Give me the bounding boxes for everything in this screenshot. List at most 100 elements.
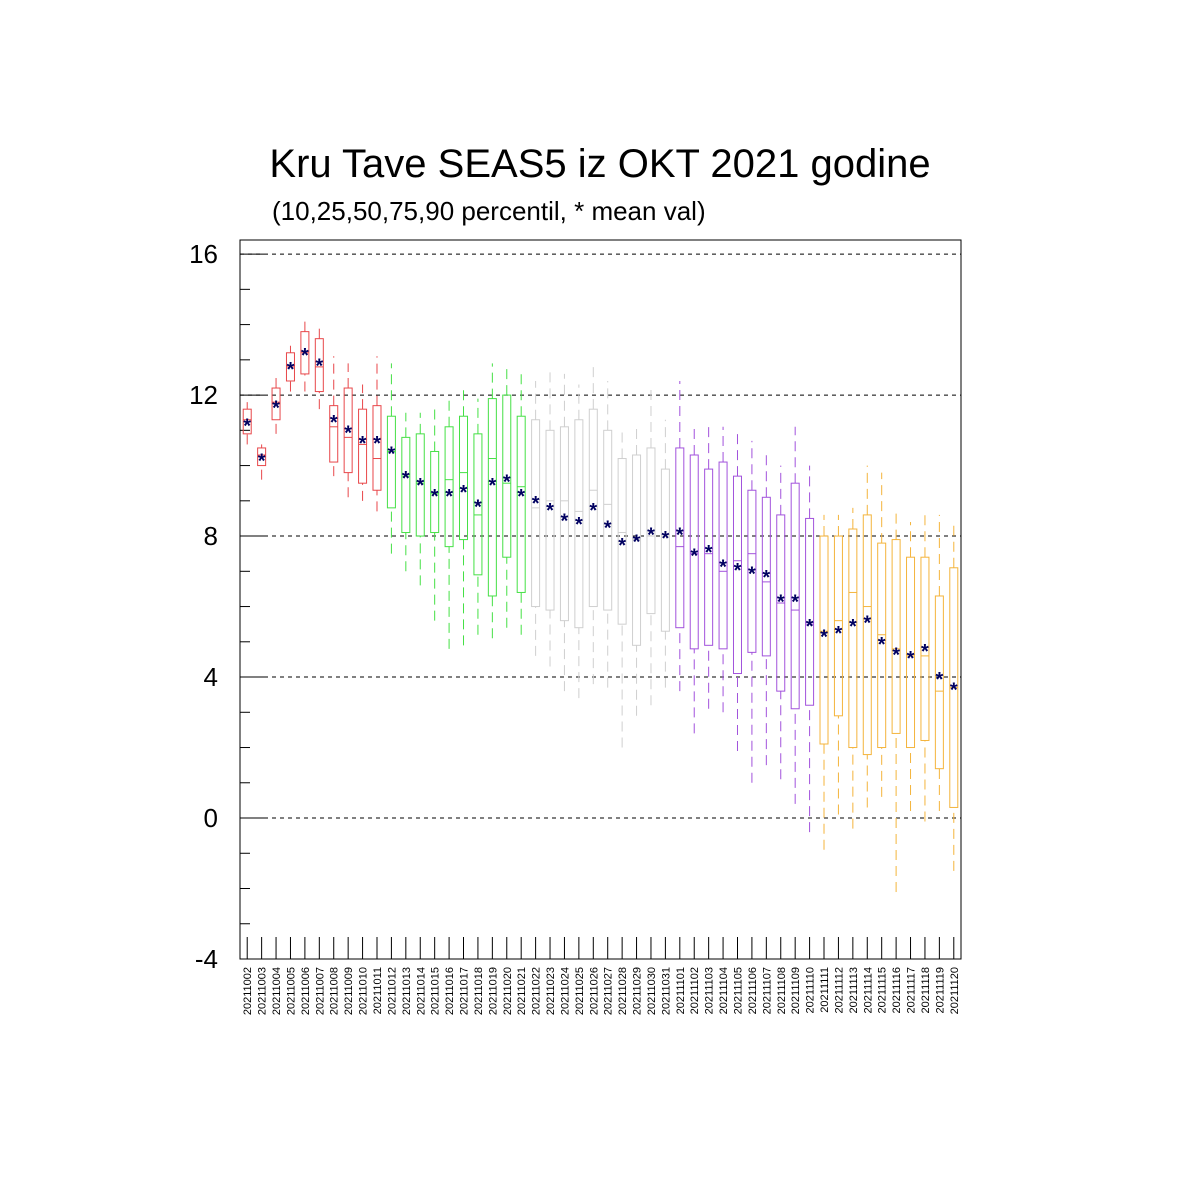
mean-marker: * [806, 616, 814, 638]
mean-marker: * [517, 486, 525, 508]
x-tick-label: 20211022 [531, 967, 543, 1015]
mean-marker: * [777, 592, 785, 614]
mean-marker: * [243, 415, 251, 437]
box [632, 454, 642, 646]
x-tick-label: 20211003 [257, 967, 269, 1015]
x-tick-label: 20211010 [358, 967, 370, 1015]
mean-marker: * [258, 451, 266, 473]
x-tick-label: 20211108 [776, 967, 788, 1014]
mean-marker: * [849, 616, 857, 638]
box [473, 433, 483, 576]
mean-marker: * [647, 525, 655, 547]
box [819, 535, 829, 745]
box [790, 482, 800, 710]
y-tick-label: -4 [195, 944, 218, 974]
x-tick-label: 20211030 [646, 967, 658, 1015]
mean-marker: * [445, 486, 453, 508]
box [689, 454, 699, 650]
box [386, 415, 396, 509]
x-tick-label: 20211015 [430, 967, 442, 1015]
mean-marker: * [719, 556, 727, 578]
mean-marker: * [907, 648, 915, 670]
box [920, 556, 930, 741]
x-tick-label: 20211118 [920, 967, 932, 1014]
x-tick-label: 20211106 [747, 967, 759, 1014]
x-tick-label: 20211101 [675, 967, 687, 1014]
mean-marker: * [863, 613, 871, 635]
mean-marker: * [315, 355, 323, 377]
mean-marker: * [676, 525, 684, 547]
x-tick-label: 20211117 [906, 967, 918, 1014]
x-tick-label: 20211103 [704, 967, 716, 1014]
mean-marker: * [734, 560, 742, 582]
x-tick-label: 20211023 [545, 967, 557, 1015]
mean-marker: * [460, 482, 468, 504]
box [675, 447, 685, 629]
mean-marker: * [935, 669, 943, 691]
x-tick-label: 20211024 [559, 967, 571, 1015]
mean-marker: * [921, 641, 929, 663]
mean-marker: * [820, 627, 828, 649]
x-tick-label: 20211019 [487, 967, 499, 1015]
mean-marker: * [272, 398, 280, 420]
box [242, 408, 252, 435]
box [848, 528, 858, 749]
mean-marker: * [488, 475, 496, 497]
mean-marker: * [330, 412, 338, 434]
x-tick-label: 20211012 [386, 967, 398, 1015]
box [833, 535, 843, 717]
box [459, 415, 469, 541]
x-tick-label: 20211029 [632, 967, 644, 1015]
box [891, 539, 901, 734]
x-tick-label: 20211005 [285, 967, 297, 1015]
mean-marker: * [748, 563, 756, 585]
x-tick-label: 20211116 [891, 967, 903, 1014]
x-tick-label: 20211004 [271, 967, 283, 1015]
box [603, 429, 613, 611]
x-tick-label: 20211011 [372, 967, 384, 1014]
box [430, 450, 440, 534]
box [574, 419, 584, 629]
box [487, 398, 497, 597]
box [257, 447, 267, 467]
x-tick-label: 20211007 [314, 967, 326, 1015]
box [805, 517, 815, 706]
x-tick-label: 20211002 [242, 967, 254, 1015]
box [444, 426, 454, 548]
mean-marker: * [503, 472, 511, 494]
x-tick-label: 20211021 [516, 967, 528, 1015]
mean-marker: * [546, 500, 554, 522]
box [718, 461, 728, 650]
x-tick-label: 20211104 [718, 967, 730, 1014]
y-tick-label: 8 [204, 521, 218, 551]
x-tick-label: 20211014 [415, 967, 427, 1015]
mean-marker: * [878, 634, 886, 656]
mean-marker: * [402, 468, 410, 490]
box [314, 338, 324, 393]
mean-marker: * [575, 514, 583, 536]
box [646, 447, 656, 615]
mean-marker: * [359, 433, 367, 455]
mean-marker: * [791, 592, 799, 614]
x-tick-label: 20211013 [401, 967, 413, 1015]
x-tick-label: 20211006 [300, 967, 312, 1015]
mean-marker: * [633, 532, 641, 554]
mean-marker: * [388, 443, 396, 465]
box [588, 408, 598, 608]
box [545, 429, 555, 611]
x-tick-label: 20211119 [934, 967, 946, 1014]
x-tick-label: 20211120 [949, 967, 961, 1014]
box [761, 496, 771, 657]
chart-title: Kru Tave SEAS5 iz OKT 2021 godine [269, 142, 931, 186]
mean-marker: * [589, 500, 597, 522]
box [704, 468, 714, 646]
x-tick-label: 20211107 [761, 967, 773, 1014]
mean-marker: * [604, 517, 612, 539]
x-tick-label: 20211110 [805, 967, 817, 1014]
x-tick-label: 20211020 [502, 967, 514, 1015]
mean-marker: * [661, 528, 669, 550]
box [415, 433, 425, 537]
box [732, 475, 742, 675]
mean-marker: * [287, 359, 295, 381]
